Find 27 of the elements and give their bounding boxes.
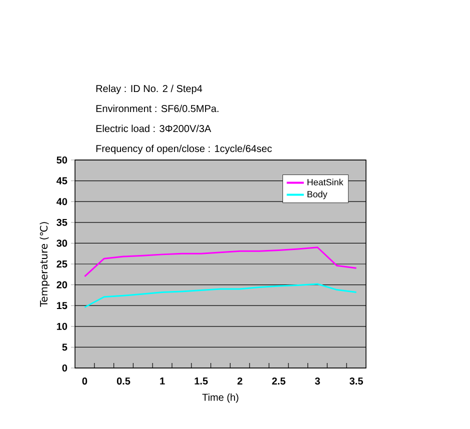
text: Electric load : 3Φ200V/3A bbox=[96, 124, 212, 132]
x-tick-label: 3 bbox=[314, 378, 320, 385]
x-tick-label: 3.5 bbox=[350, 378, 363, 385]
legend-label: HeatSink bbox=[308, 178, 344, 186]
y-tick-label: 5 bbox=[62, 344, 68, 351]
x-tick-label: 2 bbox=[237, 378, 242, 385]
x-tick-label: 0.5 bbox=[116, 378, 130, 385]
x-tick-label: 2.5 bbox=[272, 378, 286, 385]
x-axis-title: Time (h) bbox=[202, 393, 238, 403]
y-tick-label: 10 bbox=[56, 322, 68, 330]
x-tick-label: 0 bbox=[82, 378, 88, 385]
x-tick-label: 1.5 bbox=[194, 378, 208, 385]
y-tick-label: 0 bbox=[62, 364, 68, 372]
y-tick-label: 25 bbox=[56, 260, 68, 268]
y-tick-label: 35 bbox=[56, 218, 68, 226]
chart-title: Relay : ID No. 2 / Step4 bbox=[96, 84, 202, 94]
x-tick-label: 1 bbox=[160, 378, 165, 384]
text: Environment : SF6/0.5MPa. bbox=[96, 104, 218, 112]
y-axis-title: Temperature (℃) bbox=[40, 222, 50, 307]
y-tick-label: 45 bbox=[56, 177, 68, 184]
y-tick-label: 15 bbox=[56, 302, 68, 310]
y-tick-label: 40 bbox=[56, 198, 68, 206]
y-tick-label: 20 bbox=[56, 281, 68, 288]
y-tick-label: 50 bbox=[56, 156, 68, 164]
legend-label: Body bbox=[308, 190, 328, 200]
y-tick-label: 30 bbox=[56, 240, 68, 247]
text: Frequency of open/close : 1cycle/64sec bbox=[96, 144, 272, 154]
